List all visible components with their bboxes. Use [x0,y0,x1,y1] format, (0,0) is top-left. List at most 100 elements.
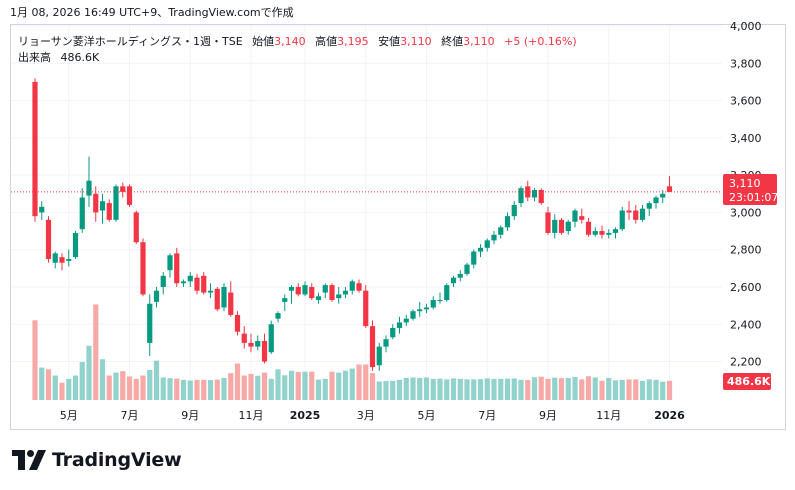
candle-body [450,277,457,284]
volume-value: 486.6K [60,51,100,64]
candle-body [369,326,376,368]
volume-bar [403,377,409,400]
volume-bar [471,379,477,400]
volume-bar [504,378,511,400]
candle-body [531,190,538,198]
candle-body [666,186,673,192]
candle-body [437,300,443,302]
candle-body [545,212,551,233]
volume-bar [660,381,666,400]
candle-body [565,221,571,232]
volume-bar [369,373,376,400]
candle-body [626,210,632,213]
volume-bar [430,378,436,400]
candle-body [45,219,52,260]
volume-bar [133,378,139,400]
candle-body [86,180,92,196]
volume-bar [174,378,180,400]
volume-bar [120,371,126,400]
volume-bar [498,378,504,400]
y-axis-label: 2,800 [730,244,762,257]
volume-bar [221,377,227,400]
candle-body [612,229,619,233]
volume-tag-value: 486.6K [727,375,771,388]
y-axis-label: 3,600 [730,95,762,108]
x-axis-label: 2025 [290,409,321,422]
y-axis-label: 2,200 [730,356,762,369]
candle-body [72,232,79,258]
x-axis-label: 5月 [60,409,78,422]
candle-body [376,346,382,366]
candle-body [167,255,173,271]
candle-body [174,253,180,284]
volume-bar [39,367,45,400]
candle-body [322,285,328,293]
volume-bar [477,379,484,400]
candlesticks [32,78,673,371]
volume-bar [356,364,362,400]
tradingview-logo[interactable]: TradingView [12,449,182,471]
close-label: 終値 [441,35,464,48]
candle-body [653,197,659,204]
volume-bar [52,375,58,400]
volume-bar [32,320,38,400]
high-label: 高値 [315,35,338,48]
volume-tag-box [723,373,771,390]
candle-body [39,206,45,213]
y-axis-label: 3,000 [730,206,762,219]
candle-body [140,242,146,295]
volume-bar [390,380,396,400]
candle-body [221,286,227,308]
candle-body [214,288,220,310]
candle-body [484,240,490,248]
y-axis-label: 3,800 [730,57,762,70]
candle-body [498,227,504,235]
candle-body [329,285,335,301]
candle-body [639,208,646,220]
candle-body [59,257,65,263]
candle-body [241,333,247,343]
candle-body [511,204,517,217]
volume-bar [666,380,673,400]
candle-body [315,296,322,301]
volume-bar [268,378,274,400]
y-axis-label: 2,600 [730,281,762,294]
volume-bar [585,376,592,400]
candle-body [79,197,85,230]
candle-body [403,318,409,323]
candle-body [93,193,99,213]
volume-bar [261,372,268,400]
volume-bar [275,369,281,400]
volume-bar [315,379,322,400]
volume-bar [646,379,652,400]
volume-bar [167,378,173,400]
volume-bar [45,369,52,400]
high-value: 3,195 [337,35,369,48]
symbol-legend: リョーサン菱洋ホールディングス・1週・TSE 始値3,140 高値3,195 安… [18,34,577,50]
candle-body [288,286,295,291]
tradingview-logo-text: TradingView [52,449,182,471]
chart-grid [11,25,722,401]
candle-body [477,247,484,252]
candle-body [113,186,119,220]
volume-bar [93,304,99,400]
volume-bar [565,377,571,400]
candle-body [396,322,403,328]
volume-bar [612,380,619,400]
volume-bar [653,379,659,400]
x-axis-label: 7月 [121,409,139,422]
x-axis-label: 9月 [539,409,557,422]
volume-bar [59,382,65,400]
volume-bar [194,379,200,400]
volume-bar [99,359,106,400]
candle-body [106,203,112,220]
volume-bar [599,380,605,400]
low-label: 安値 [378,35,401,48]
candle-body [552,219,558,233]
volume-bar [79,362,85,400]
candle-body [120,186,126,192]
candle-body [234,314,241,332]
symbol-name: リョーサン菱洋ホールディングス・1週・TSE [18,35,243,48]
volume-bar [309,371,315,400]
